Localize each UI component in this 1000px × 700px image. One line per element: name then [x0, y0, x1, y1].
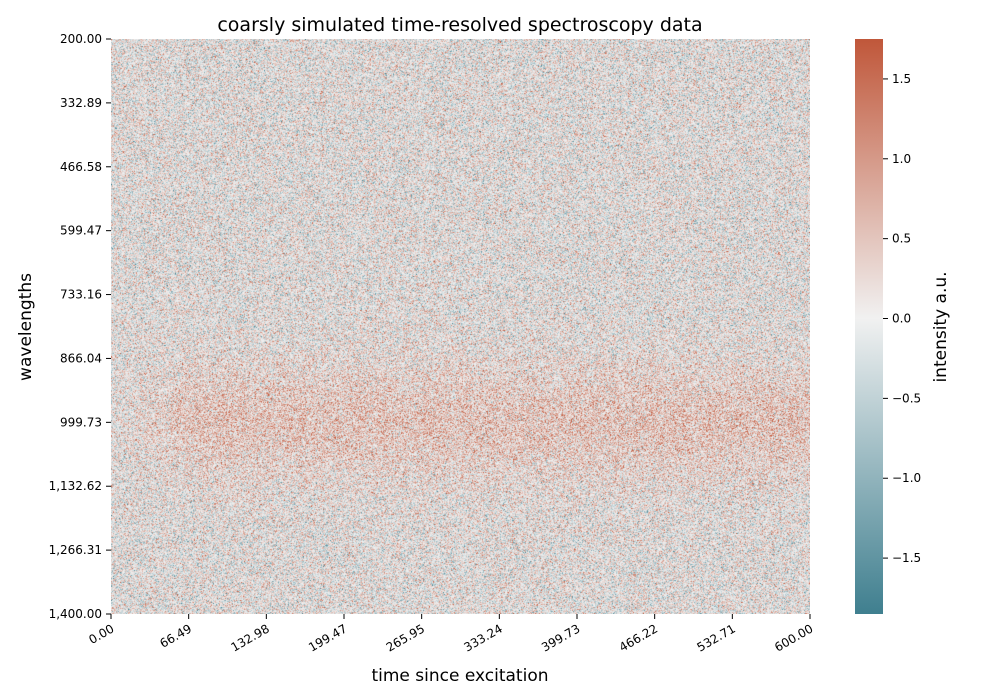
colorbar-tick-label: −0.5 [892, 391, 921, 405]
x-tick-label: 600.00 [772, 621, 815, 654]
colorbar-label: intensity a.u. [931, 271, 951, 382]
x-tick-label: 66.49 [157, 621, 194, 650]
x-axis-label: time since excitation [371, 666, 548, 686]
colorbar-tick-label: −1.0 [892, 471, 921, 485]
x-axis: 0.00 66.49 132.98 199.47 265.95 333.24 399.73 4… [86, 614, 816, 655]
heatmap-plot-area [111, 39, 810, 614]
x-tick-label: 333.24 [461, 621, 504, 654]
y-tick-label: 1,400.00 [49, 607, 102, 621]
y-axis-label: wavelengths [16, 273, 36, 381]
y-tick-label: 599.47 [60, 224, 102, 238]
y-tick-label: 466.58 [60, 160, 102, 174]
heatmap-image [111, 39, 810, 614]
colorbar-tick-label: 0.0 [892, 312, 911, 326]
y-tick-label: 733.16 [60, 288, 102, 302]
colorbar-tick-label: 0.5 [892, 232, 911, 246]
colorbar-tick-label: 1.5 [892, 72, 911, 86]
y-tick-label: 999.73 [60, 415, 102, 429]
x-tick-label: 466.22 [617, 621, 660, 654]
y-tick-label: 1,132.62 [49, 479, 102, 493]
colorbar-tick-label: 1.0 [892, 152, 911, 166]
colorbar [855, 39, 883, 614]
chart-title: coarsly simulated time-resolved spectros… [217, 14, 702, 36]
x-tick-label: 265.95 [384, 621, 427, 654]
x-tick-label: 0.00 [86, 621, 116, 646]
x-tick-label: 532.71 [694, 621, 737, 654]
x-tick-label: 199.47 [306, 621, 349, 654]
y-axis: 200.00 332.89 466.58 599.47 733.16 866.04 999.… [49, 32, 111, 621]
y-tick-label: 332.89 [60, 96, 102, 110]
y-tick-label: 200.00 [60, 32, 102, 46]
colorbar-tick-label: −1.5 [892, 551, 921, 565]
y-tick-label: 1,266.31 [49, 543, 102, 557]
y-tick-label: 866.04 [60, 351, 102, 365]
colorbar-axis: −1.5 −1.0 −0.5 0.0 0.5 1.0 1.5 [883, 72, 921, 565]
x-tick-label: 132.98 [228, 621, 271, 654]
x-tick-label: 399.73 [539, 621, 582, 654]
